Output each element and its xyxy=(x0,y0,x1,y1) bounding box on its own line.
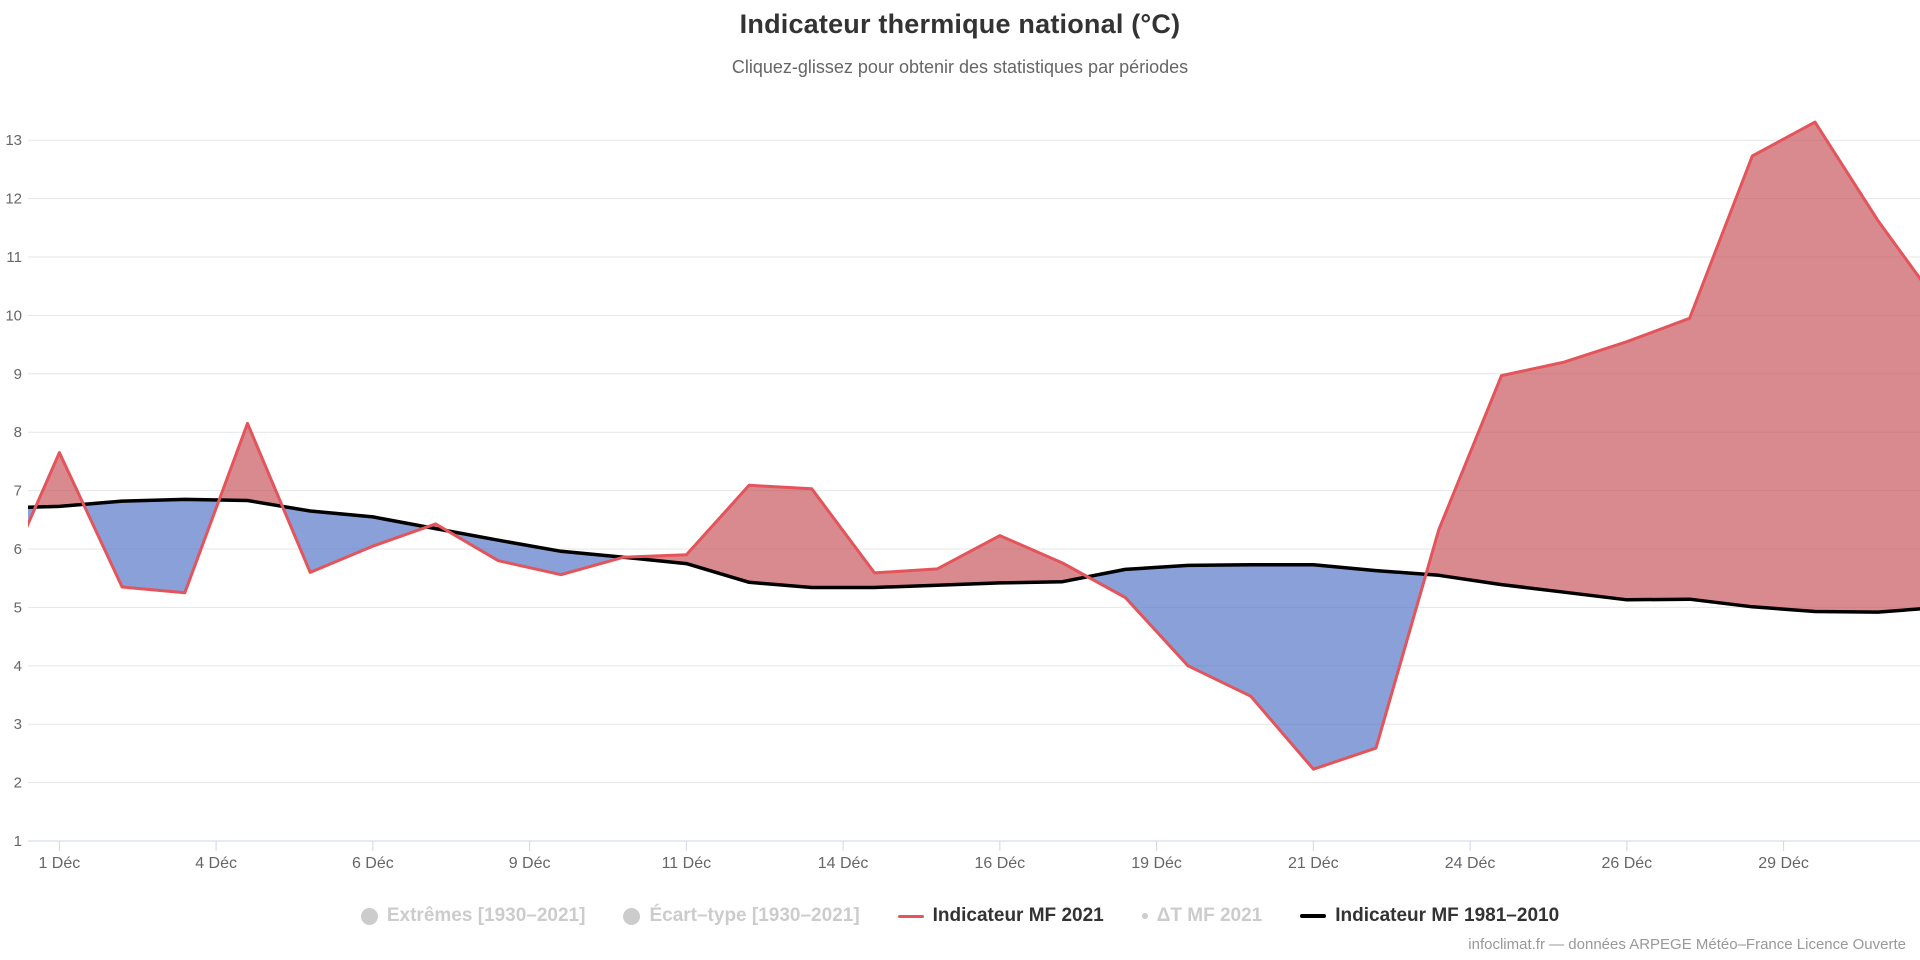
legend-item-label: Extrêmes [1930–2021] xyxy=(386,905,586,926)
chart-title: Indicateur thermique national (°C) xyxy=(739,9,1181,39)
x-axis-label: 6 Déc xyxy=(352,855,394,872)
y-axis-label: 8 xyxy=(14,424,22,441)
y-axis-label: 7 xyxy=(14,483,22,500)
legend: Extrêmes [1930–2021] Écart–type [1930–20… xyxy=(0,905,1920,927)
area-below-reference xyxy=(28,507,36,525)
area-above-reference xyxy=(219,423,283,507)
extremes-circle-marker-icon xyxy=(360,907,378,925)
y-axis-label: 10 xyxy=(5,307,22,324)
y-axis-label: 11 xyxy=(6,249,22,266)
x-axis-label: 26 Déc xyxy=(1601,855,1652,872)
x-axis-label: 16 Déc xyxy=(974,855,1025,872)
legend-item-indicateur-2021[interactable]: Indicateur MF 2021 xyxy=(897,905,1104,927)
y-axis-label: 3 xyxy=(14,716,22,733)
x-axis-label: 4 Déc xyxy=(195,855,237,872)
y-axis-label: 9 xyxy=(14,366,22,383)
y-axis-label: 6 xyxy=(14,541,22,558)
area-below-reference xyxy=(83,499,220,593)
credit-link[interactable]: infoclimat.fr — données ARPEGE Météo–Fra… xyxy=(1468,936,1906,953)
reference-1981-2010-line xyxy=(28,497,1920,614)
legend-item-delta-t[interactable]: ΔT MF 2021 xyxy=(1141,905,1263,927)
area-below-reference xyxy=(282,506,427,573)
series-lines xyxy=(28,120,1920,771)
x-axis-label: 11 Déc xyxy=(662,855,712,872)
indicateur-2021-line xyxy=(28,120,1920,771)
y-axis-label: 4 xyxy=(14,658,22,675)
area-below-reference xyxy=(447,530,624,575)
y-axis-label: 12 xyxy=(5,191,22,208)
x-axis-label: 19 Déc xyxy=(1131,855,1182,872)
x-axis-label: 21 Déc xyxy=(1288,855,1339,872)
area-above-reference xyxy=(35,452,84,507)
legend-item-extremes[interactable]: Extrêmes [1930–2021] xyxy=(360,905,586,927)
legend-item-ecart-type[interactable]: Écart–type [1930–2021] xyxy=(623,905,860,927)
x-axis-label: 29 Déc xyxy=(1758,855,1809,872)
legend-item-indicateur-1981-2010[interactable]: Indicateur MF 1981–2010 xyxy=(1300,905,1559,927)
chart-subtitle: Cliquez-glissez pour obtenir des statist… xyxy=(731,57,1189,77)
legend-item-label: Écart–type [1930–2021] xyxy=(649,905,860,926)
area-above-reference xyxy=(1425,122,1920,613)
legend-item-label: ΔT MF 2021 xyxy=(1156,905,1263,926)
legend-item-label: Indicateur MF 2021 xyxy=(932,905,1104,926)
y-axis-label: 13 xyxy=(5,132,22,149)
black-line-marker-icon xyxy=(1300,914,1327,918)
x-axis-label: 1 Déc xyxy=(38,855,80,872)
ecart-type-circle-marker-icon xyxy=(623,907,641,925)
series-areas xyxy=(28,122,1920,770)
y-axis-label: 2 xyxy=(14,775,22,792)
x-axis-label: 24 Déc xyxy=(1445,855,1496,872)
legend-item-label: Indicateur MF 1981–2010 xyxy=(1335,905,1560,926)
delta-t-dot-marker-icon xyxy=(1141,913,1148,919)
red-line-marker-icon xyxy=(897,914,924,918)
y-axis-label: 1 xyxy=(14,833,22,850)
area-above-reference xyxy=(623,485,1088,588)
area-below-reference xyxy=(1087,564,1426,770)
x-axis-label: 14 Déc xyxy=(818,855,869,872)
x-axis-label: 9 Déc xyxy=(509,855,551,872)
y-axis-label: 5 xyxy=(14,599,22,616)
